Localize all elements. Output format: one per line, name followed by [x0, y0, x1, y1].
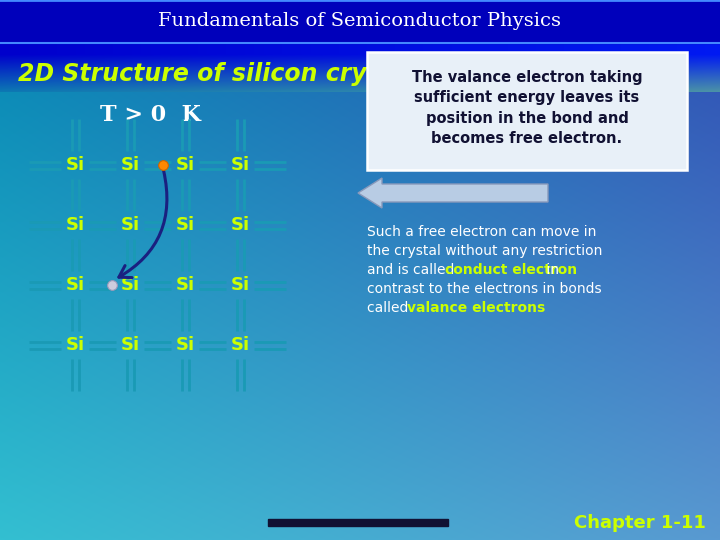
Text: conduct electron: conduct electron — [445, 263, 577, 277]
Text: valance electrons: valance electrons — [407, 301, 545, 315]
Text: Si: Si — [176, 336, 194, 354]
Text: in: in — [542, 263, 559, 277]
Text: Si: Si — [120, 156, 140, 174]
Text: Si: Si — [66, 216, 84, 234]
Bar — [268, 519, 448, 526]
Text: Fundamentals of Semiconductor Physics: Fundamentals of Semiconductor Physics — [158, 12, 562, 30]
Text: Si: Si — [66, 276, 84, 294]
Text: Si: Si — [66, 336, 84, 354]
Text: called: called — [367, 301, 413, 315]
Text: Si: Si — [230, 276, 250, 294]
Text: Si: Si — [176, 276, 194, 294]
Text: contrast to the electrons in bonds: contrast to the electrons in bonds — [367, 282, 602, 296]
Text: T > 0  K: T > 0 K — [99, 104, 200, 126]
Text: Si: Si — [120, 336, 140, 354]
Text: Si: Si — [230, 156, 250, 174]
Text: Chapter 1-11: Chapter 1-11 — [574, 514, 706, 532]
Text: Such a free electron can move in: Such a free electron can move in — [367, 225, 596, 239]
Text: Si: Si — [230, 216, 250, 234]
Text: 2D Structure of silicon crystal: 2D Structure of silicon crystal — [18, 62, 416, 86]
Text: Si: Si — [66, 156, 84, 174]
Text: Si: Si — [176, 156, 194, 174]
Text: Si: Si — [120, 216, 140, 234]
Text: The valance electron taking
sufficient energy leaves its
position in the bond an: The valance electron taking sufficient e… — [412, 70, 642, 146]
FancyBboxPatch shape — [367, 52, 687, 170]
FancyArrowPatch shape — [119, 171, 167, 278]
Text: and is called: and is called — [367, 263, 459, 277]
Bar — [0, 0, 720, 43]
Text: Si: Si — [120, 276, 140, 294]
Text: the crystal without any restriction: the crystal without any restriction — [367, 244, 603, 258]
Text: Si: Si — [176, 216, 194, 234]
Text: Si: Si — [230, 336, 250, 354]
Polygon shape — [358, 178, 548, 208]
